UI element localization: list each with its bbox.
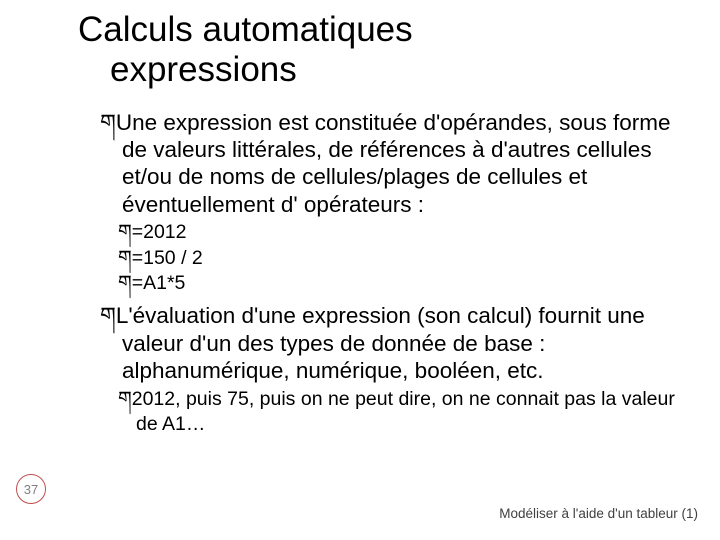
bullet-icon: ག [118, 389, 132, 410]
bullet-l1: གL'évaluation d'une expression (son calc… [100, 302, 680, 384]
title-line-2: expressions [78, 50, 680, 90]
bullet-l2: ག=150 / 2 [118, 246, 680, 271]
paragraph-text: Une expression est constituée d'opérande… [116, 110, 671, 217]
page-number-text: 37 [24, 482, 38, 497]
slide-content: གUne expression est constituée d'opérand… [70, 109, 680, 437]
sub-item-text: =A1*5 [132, 272, 186, 294]
paragraph-text: L'évaluation d'une expression (son calcu… [116, 303, 645, 383]
bullet-icon: ག [118, 273, 132, 294]
bullet-l2: ག=A1*5 [118, 271, 680, 296]
bullet-icon: ག [118, 222, 132, 243]
slide-title: Calculs automatiques expressions [78, 10, 680, 91]
bullet-icon: ག [100, 303, 116, 328]
title-line-1: Calculs automatiques [78, 10, 680, 50]
bullet-l2: ག2012, puis 75, puis on ne peut dire, on… [118, 387, 680, 437]
sub-item-text: =2012 [132, 221, 187, 243]
sub-item-text: =150 / 2 [132, 247, 203, 269]
bullet-icon: ག [100, 110, 116, 135]
bullet-icon: ག [118, 248, 132, 269]
bullet-l2: ག=2012 [118, 220, 680, 245]
sub-item-text: 2012, puis 75, puis on ne peut dire, on … [132, 388, 675, 435]
slide: Calculs automatiques expressions གUne ex… [0, 0, 720, 540]
page-number-badge: 37 [16, 474, 46, 504]
footer-text: Modéliser à l'aide d'un tableur (1) [499, 506, 698, 522]
bullet-l1: གUne expression est constituée d'opérand… [100, 109, 680, 219]
